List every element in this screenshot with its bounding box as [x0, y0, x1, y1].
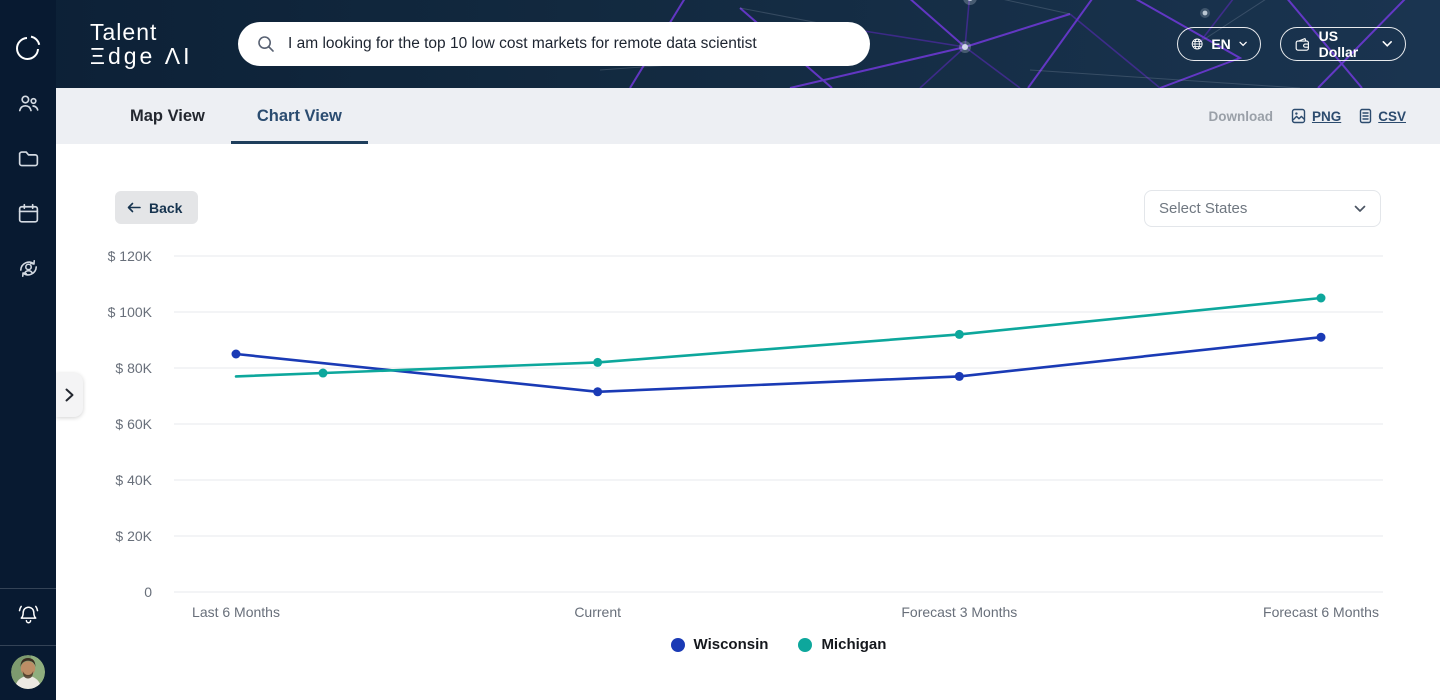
- series-line-wisconsin: [234, 335, 1323, 394]
- wallet-icon: [1295, 37, 1309, 51]
- legend-label: Wisconsin: [693, 636, 769, 653]
- sidebar-divider: [0, 588, 56, 589]
- back-label: Back: [149, 199, 183, 216]
- y-tick-label: $ 120K: [108, 248, 153, 264]
- panel-expander-button[interactable]: [56, 373, 83, 417]
- y-tick-label: 0: [144, 584, 152, 600]
- y-tick-label: $ 20K: [115, 528, 152, 544]
- currency-selector[interactable]: US Dollar: [1280, 27, 1406, 61]
- chart-canvas: 0 $ 20K $ 40K $ 60K $ 80K $ 100K $ 120K Last 6 …: [108, 248, 1383, 620]
- search-icon: [258, 36, 274, 52]
- select-states-dropdown[interactable]: Select States: [1144, 190, 1381, 227]
- salary-forecast-line-chart: 0 $ 20K $ 40K $ 60K $ 80K $ 100K $ 120K Last 6 …: [0, 240, 1440, 640]
- tab-chart-view[interactable]: Chart View: [230, 88, 368, 144]
- download-png-text: PNG: [1311, 108, 1342, 124]
- back-button[interactable]: Back: [115, 191, 199, 224]
- data-point-wisconsin: [954, 371, 964, 381]
- chart-legend: Wisconsin Michigan: [174, 636, 1383, 653]
- legend-label: Michigan: [821, 636, 887, 653]
- x-tick-label: Current: [574, 604, 621, 620]
- data-point-michigan: [593, 357, 603, 367]
- app-logo-icon[interactable]: [14, 34, 42, 62]
- notifications-button[interactable]: [16, 601, 41, 633]
- legend-item-michigan[interactable]: Michigan: [798, 636, 886, 653]
- image-file-icon: [1291, 108, 1306, 124]
- user-sync-icon[interactable]: [16, 256, 41, 281]
- select-states-placeholder: Select States: [1159, 200, 1248, 217]
- search-input[interactable]: [288, 35, 852, 53]
- brand-line1: Talent: [90, 19, 158, 45]
- users-icon[interactable]: [16, 91, 41, 116]
- y-tick-label: $ 100K: [108, 304, 153, 320]
- bell-icon: [18, 605, 39, 624]
- download-label: Download: [1208, 108, 1273, 124]
- language-value: EN: [1211, 36, 1231, 52]
- sidebar-divider: [0, 645, 56, 646]
- document-icon: [1360, 108, 1372, 124]
- arrow-left-icon: [127, 202, 141, 213]
- top-header: Talent Ξdge ΛI EN US Dollar: [0, 0, 1440, 88]
- brand-logo[interactable]: Talent Ξdge ΛI: [90, 20, 192, 68]
- legend-item-wisconsin[interactable]: Wisconsin: [670, 636, 769, 653]
- chevron-down-icon: [1382, 41, 1392, 47]
- globe-icon: [1191, 38, 1203, 50]
- tab-map-view[interactable]: Map View: [130, 106, 205, 125]
- download-png-link[interactable]: PNG: [1291, 108, 1341, 124]
- x-tick-label: Last 6 Months: [192, 604, 280, 620]
- legend-dot-icon: [798, 637, 813, 652]
- folder-icon[interactable]: [16, 146, 41, 171]
- x-tick-label: Forecast 6 Months: [1263, 604, 1379, 620]
- y-tick-label: $ 60K: [115, 416, 152, 432]
- sidebar-nav: [0, 0, 56, 700]
- data-point-wisconsin: [1316, 332, 1326, 342]
- data-point-wisconsin: [593, 387, 603, 397]
- avatar-photo: [11, 655, 45, 689]
- data-point-michigan: [318, 368, 328, 378]
- data-point-michigan: [1316, 293, 1326, 303]
- calendar-icon[interactable]: [16, 201, 41, 226]
- chevron-down-icon: [1239, 41, 1247, 47]
- download-csv-text: CSV: [1378, 108, 1406, 124]
- y-tick-label: $ 40K: [115, 472, 152, 488]
- legend-dot-icon: [670, 637, 685, 652]
- language-selector[interactable]: EN: [1177, 27, 1261, 61]
- series-line-michigan: [234, 296, 1323, 378]
- main-content: Back Select States: [56, 144, 1440, 700]
- chevron-down-icon: [1354, 205, 1366, 212]
- x-tick-label: Forecast 3 Months: [901, 604, 1017, 620]
- view-tabbar: Map View Chart View Download PNG CSV: [56, 88, 1440, 144]
- data-point-michigan: [954, 329, 964, 339]
- download-csv-link[interactable]: CSV: [1359, 108, 1406, 124]
- brand-line2: Ξdge ΛI: [90, 43, 193, 70]
- data-point-wisconsin: [231, 349, 241, 359]
- currency-value: US Dollar: [1318, 28, 1359, 60]
- chevron-right-icon: [65, 388, 74, 402]
- user-avatar[interactable]: [11, 655, 45, 689]
- search-bar[interactable]: [238, 22, 870, 66]
- y-tick-label: $ 80K: [115, 360, 152, 376]
